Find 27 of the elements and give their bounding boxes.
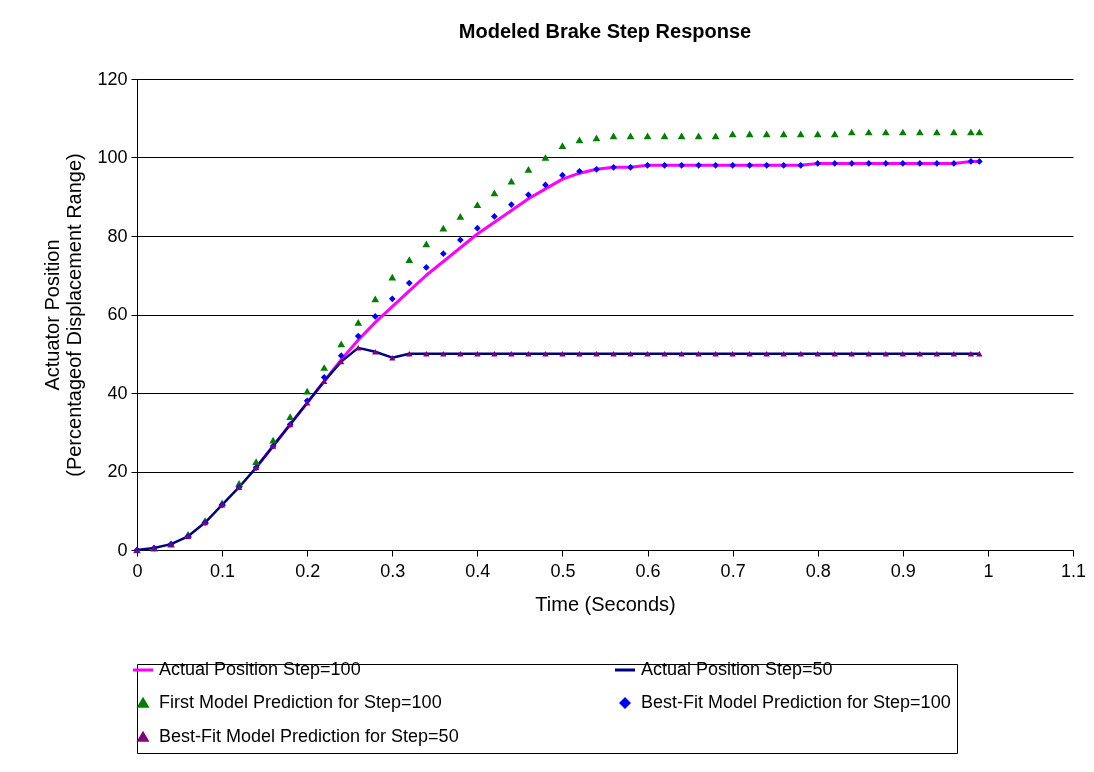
- x-tick-label: 0.1: [210, 560, 236, 581]
- x-tick-label: 0.4: [465, 560, 491, 581]
- y-tick-label: 100: [97, 147, 128, 167]
- chart-title: Modeled Brake Step Response: [458, 20, 752, 42]
- y-tick-label: 20: [107, 461, 128, 481]
- x-tick-label: 1: [983, 560, 994, 581]
- x-tick-label: 0.3: [380, 560, 406, 581]
- y-tick-label: 80: [107, 225, 128, 246]
- legend-label: Best-Fit Model Prediction for Step=50: [159, 726, 459, 746]
- x-tick-label: 0.2: [295, 560, 321, 581]
- y-tick-label: 0: [117, 539, 128, 560]
- legend-label: Actual Position Step=50: [641, 659, 833, 679]
- x-tick-label: 0.7: [720, 560, 746, 581]
- y-tick-label: 60: [107, 304, 128, 324]
- x-axis-title: Time (Seconds): [535, 592, 676, 615]
- y-tick-label: 40: [107, 382, 128, 403]
- x-tick-label: 0.8: [805, 560, 831, 581]
- y-axis-title: Actuator Position (Percentageof Displacement Range): [41, 153, 86, 477]
- x-tick-label: 0.6: [635, 560, 661, 581]
- legend-label: First Model Prediction for Step=100: [159, 692, 442, 712]
- legend-label: Actual Position Step=100: [159, 659, 361, 679]
- x-tick-label: 1.1: [1060, 560, 1087, 581]
- x-tick-label: 0.5: [550, 560, 576, 581]
- y-tick-label: 120: [97, 68, 128, 89]
- x-tick-label: 0.9: [890, 560, 916, 581]
- legend-label: Best-Fit Model Prediction for Step=100: [641, 692, 951, 712]
- x-tick-label: 0: [132, 560, 143, 581]
